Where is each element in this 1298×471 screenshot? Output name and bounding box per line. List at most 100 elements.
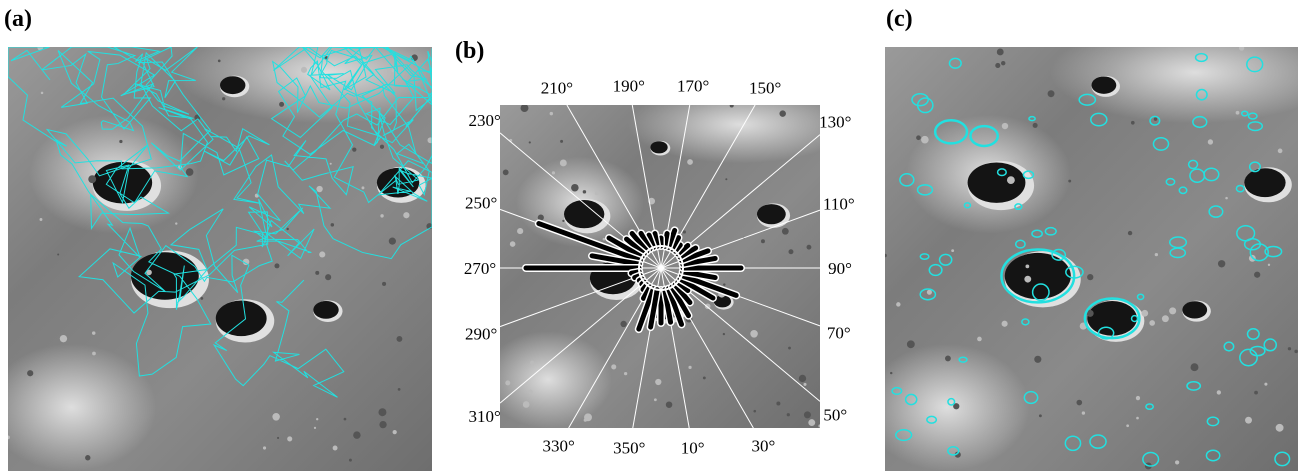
pit [1082, 411, 1085, 414]
pit [349, 459, 352, 462]
pit [687, 159, 693, 165]
pit [595, 191, 599, 195]
pit [951, 249, 954, 252]
pit [316, 418, 318, 420]
pit [1033, 123, 1038, 128]
pit [301, 67, 307, 73]
angle-label: 350° [613, 439, 645, 458]
highland [178, 22, 475, 124]
pit [703, 376, 706, 379]
angle-label: 330° [542, 436, 574, 455]
pit [977, 337, 982, 342]
pit [803, 383, 806, 386]
pit [1068, 180, 1071, 183]
pit [788, 249, 793, 254]
pit [723, 333, 725, 335]
crater [1182, 301, 1207, 318]
pit [624, 372, 627, 375]
pit [1155, 253, 1158, 256]
pit [510, 241, 516, 247]
pit [782, 228, 789, 235]
pit [1048, 90, 1055, 97]
pit [1007, 176, 1015, 184]
pit [750, 330, 758, 338]
crater [313, 301, 338, 319]
pit [1024, 276, 1031, 283]
crater [564, 200, 604, 228]
pit [620, 321, 626, 327]
pit [1217, 390, 1221, 394]
pit [331, 223, 334, 226]
pit [330, 163, 332, 165]
pit [723, 283, 725, 285]
angle-label: 110° [823, 194, 855, 213]
pit [907, 340, 915, 348]
pit [808, 419, 815, 426]
pit [378, 408, 386, 416]
pit [277, 437, 279, 439]
crater [968, 162, 1026, 202]
angle-label: 50° [823, 405, 847, 424]
pit [380, 214, 383, 217]
pit [263, 446, 266, 449]
panel-label: (c) [886, 6, 913, 32]
pit [287, 436, 292, 441]
pit [528, 390, 533, 395]
pit [1276, 424, 1284, 432]
pit [753, 410, 756, 413]
pit [274, 263, 279, 268]
pit [945, 355, 951, 361]
pit [995, 63, 1000, 68]
pit [1002, 123, 1008, 129]
pit [1208, 139, 1213, 144]
angle-label: 250° [465, 194, 497, 213]
pit [333, 446, 338, 451]
pit [272, 413, 280, 421]
pit [1076, 400, 1082, 406]
angle-label: 90° [828, 259, 852, 278]
pit [92, 352, 96, 356]
pit [1141, 310, 1148, 317]
pit [325, 274, 331, 280]
crater [220, 76, 245, 94]
pit [529, 141, 531, 143]
pit [379, 421, 386, 428]
pit [779, 110, 785, 116]
pit [505, 380, 510, 385]
pit [1162, 315, 1169, 322]
pit [279, 102, 284, 107]
pit [818, 424, 821, 427]
pit [1294, 350, 1298, 354]
pit [1288, 347, 1291, 350]
crater [650, 141, 667, 153]
pit [1175, 460, 1179, 464]
pit [530, 361, 534, 365]
pit [1236, 111, 1240, 115]
highland [864, 344, 1029, 471]
pit [200, 297, 203, 300]
pit [1087, 274, 1093, 280]
crater [757, 204, 786, 224]
pit [603, 238, 606, 241]
pit [403, 212, 409, 218]
angle-label: 270° [464, 259, 496, 278]
pit [562, 220, 564, 222]
pit [1131, 121, 1135, 125]
pit [655, 379, 661, 385]
pit [314, 427, 316, 429]
pit [1001, 61, 1005, 65]
angle-label: 230° [469, 111, 501, 130]
pit [1245, 417, 1252, 424]
pit [584, 418, 587, 421]
image-c [864, 22, 1298, 471]
pit [571, 184, 579, 192]
angle-label: 150° [749, 79, 781, 98]
pit [186, 168, 194, 176]
pit [1264, 383, 1267, 386]
pit [666, 401, 672, 407]
pit [916, 135, 921, 140]
panel-label: (b) [455, 38, 484, 64]
pit [1128, 231, 1132, 235]
highland [484, 331, 612, 428]
pit [688, 366, 691, 369]
